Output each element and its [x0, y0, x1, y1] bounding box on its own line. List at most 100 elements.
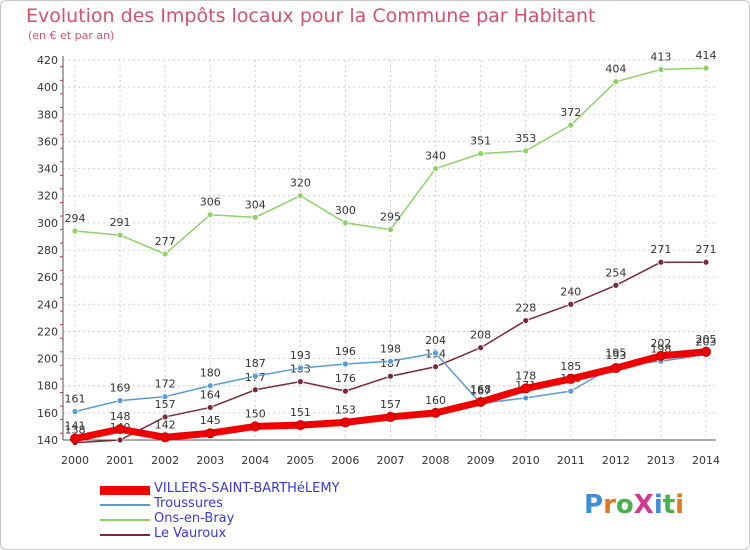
y-tick-label: 400 — [37, 81, 58, 94]
data-label: 141 — [65, 420, 86, 433]
x-tick-label: 2000 — [61, 454, 89, 467]
data-label: 372 — [560, 106, 581, 119]
data-point — [71, 408, 79, 415]
y-tick-label: 140 — [37, 434, 58, 447]
y-tick-label: 300 — [37, 217, 58, 230]
data-point — [160, 432, 171, 443]
data-point — [657, 66, 665, 73]
data-point — [655, 350, 666, 361]
data-label: 151 — [290, 406, 311, 419]
data-point — [385, 411, 396, 422]
y-tick-label: 180 — [37, 380, 58, 393]
data-label: 193 — [290, 349, 311, 362]
y-tick-label: 360 — [37, 135, 58, 148]
logo-letter: i — [653, 490, 663, 520]
y-tick-label: 260 — [37, 271, 58, 284]
x-tick-label: 2005 — [286, 454, 314, 467]
data-point — [477, 150, 485, 158]
data-point — [205, 428, 216, 439]
x-tick-label: 2010 — [512, 454, 540, 467]
data-label: 157 — [380, 398, 401, 411]
data-point — [522, 317, 530, 324]
data-point — [387, 226, 394, 234]
data-label: 167 — [470, 384, 491, 397]
y-tick-label: 380 — [37, 108, 58, 121]
data-label: 196 — [335, 345, 356, 358]
y-tick-label: 240 — [37, 298, 58, 311]
data-label: 340 — [425, 150, 446, 163]
data-point — [342, 387, 349, 395]
data-point — [612, 78, 620, 86]
logo-letter: X — [633, 490, 654, 520]
data-label: 198 — [380, 342, 401, 355]
y-tick-label: 340 — [37, 163, 58, 176]
data-point — [116, 231, 124, 239]
data-point — [567, 387, 575, 395]
y-tick-label: 160 — [37, 407, 58, 420]
data-label: 153 — [335, 403, 356, 416]
logo-letter: r — [603, 490, 616, 520]
y-tick-label: 280 — [37, 244, 58, 257]
data-label: 202 — [650, 337, 671, 350]
y-tick-label: 320 — [37, 190, 58, 203]
data-label: 178 — [515, 369, 536, 382]
data-point — [567, 300, 575, 308]
data-label: 291 — [110, 216, 131, 229]
data-label: 271 — [696, 243, 717, 256]
y-tick-label: 420 — [37, 54, 58, 67]
data-point — [387, 357, 394, 365]
data-point — [387, 372, 394, 380]
y-tick-label: 220 — [37, 325, 58, 338]
data-point — [161, 413, 169, 421]
data-label: 185 — [560, 360, 581, 373]
data-point — [701, 346, 711, 357]
data-point — [295, 420, 306, 431]
data-point — [702, 64, 710, 72]
data-label: 180 — [200, 367, 221, 380]
data-point — [206, 211, 214, 219]
data-label: 404 — [605, 63, 626, 76]
logo-letter: o — [615, 490, 634, 520]
x-tick-label: 2008 — [422, 454, 450, 467]
data-point — [702, 258, 710, 266]
data-label: 240 — [560, 285, 581, 298]
data-point — [475, 397, 486, 407]
x-tick-label: 2013 — [647, 454, 675, 467]
x-tick-label: 2012 — [602, 454, 630, 467]
data-point — [610, 363, 621, 374]
data-label: 353 — [515, 132, 536, 145]
logo-letter: P — [584, 490, 604, 520]
data-label: 187 — [245, 357, 266, 370]
legend-swatch-ons-en-bray — [100, 519, 150, 521]
data-label: 157 — [155, 398, 176, 411]
x-tick-label: 2007 — [377, 454, 405, 467]
data-label: 176 — [335, 372, 356, 385]
data-label: 164 — [200, 388, 221, 401]
data-label: 169 — [110, 382, 131, 395]
legend-label-le-vauroux: Le Vauroux — [154, 526, 227, 541]
data-label: 161 — [65, 393, 86, 406]
data-point — [206, 404, 214, 411]
data-label: 271 — [650, 243, 671, 256]
data-point — [432, 165, 439, 172]
data-point — [612, 281, 620, 289]
legend-label-villers: VILLERS-SAINT-BARTHéLEMY — [154, 481, 340, 496]
data-label: 150 — [245, 407, 266, 420]
y-tick-label: 200 — [37, 353, 58, 366]
x-tick-label: 2011 — [557, 454, 585, 467]
data-point — [477, 344, 485, 352]
x-tick-label: 2004 — [241, 454, 269, 467]
data-label: 277 — [155, 235, 176, 248]
legend-label-ons-en-bray: Ons-en-Bray — [154, 511, 235, 526]
data-point — [251, 372, 259, 380]
x-tick-label: 2009 — [467, 454, 495, 467]
data-point — [161, 393, 169, 400]
data-label: 413 — [650, 51, 671, 64]
x-tick-label: 2014 — [692, 454, 720, 467]
data-label: 204 — [425, 334, 446, 347]
data-point — [70, 433, 80, 444]
data-label: 254 — [605, 266, 626, 279]
data-label: 351 — [470, 135, 491, 148]
data-point — [430, 407, 441, 418]
